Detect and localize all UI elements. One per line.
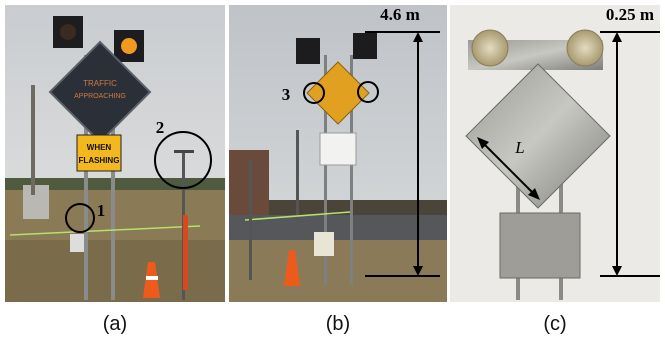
beacon-light (121, 38, 137, 54)
panel-b: 3 4.6 m (229, 5, 447, 302)
disk (472, 30, 508, 66)
utility-pole (296, 130, 299, 220)
beacon-light (60, 24, 76, 40)
box (70, 234, 84, 252)
plate (320, 133, 356, 165)
caption: (a) (103, 313, 127, 335)
box (314, 232, 334, 256)
mast-guard (183, 215, 188, 290)
sign-text: APPROACHING (74, 93, 126, 100)
caption: (b) (326, 313, 350, 335)
ground (229, 240, 447, 302)
figure: TRAFFIC APPROACHING WHEN FLASHING 1 2 (0, 0, 665, 339)
disk (567, 30, 603, 66)
callout-label: 2 (156, 118, 165, 137)
callout-label: 1 (97, 201, 106, 220)
height-label: 4.6 m (380, 5, 420, 24)
callout-label: 3 (282, 85, 291, 104)
cabinet (23, 185, 49, 219)
sign-text: TRAFFIC (83, 79, 117, 88)
caption: (c) (543, 313, 566, 335)
dimension-label: L (514, 138, 524, 157)
plate (77, 135, 121, 171)
cone-stripe (146, 276, 158, 280)
beacon (353, 33, 377, 59)
plate-text: FLASHING (79, 156, 120, 165)
plate-text: WHEN (87, 143, 112, 152)
beacon (296, 38, 320, 64)
mast (249, 160, 252, 280)
plate (500, 213, 580, 278)
panel-a: TRAFFIC APPROACHING WHEN FLASHING 1 2 (5, 5, 225, 302)
panel-c: L 0.25 m (450, 5, 660, 302)
utility-pole (31, 85, 35, 195)
station (174, 150, 194, 153)
height-label: 0.25 m (606, 5, 654, 24)
